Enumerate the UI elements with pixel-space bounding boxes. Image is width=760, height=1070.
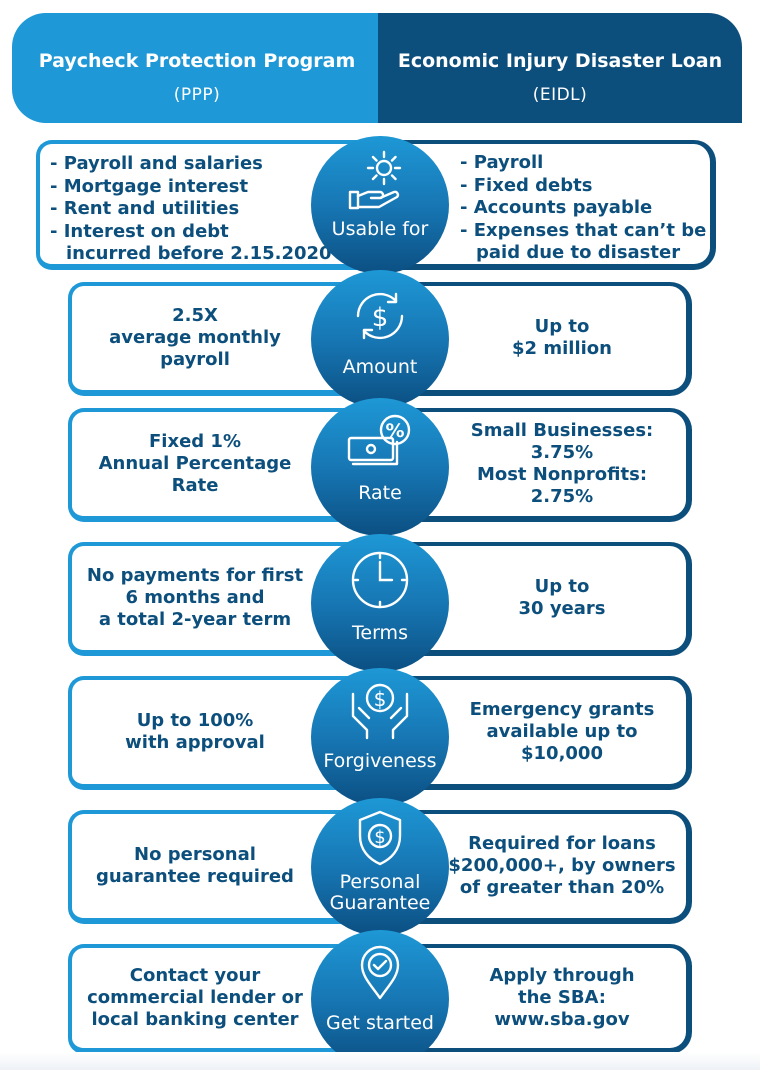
row-rate: Fixed 1% Annual Percentage Rate Small Bu… xyxy=(0,398,760,536)
hand-gear-icon xyxy=(348,150,402,210)
list-item: - Rent and utilities xyxy=(50,198,240,219)
row-personal-guarantee: No personal guarantee required Required … xyxy=(0,798,760,936)
text-line: Annual Percentage xyxy=(98,453,292,474)
ppp-subtitle: (PPP) xyxy=(173,85,221,105)
text-line: Up to xyxy=(534,576,590,597)
list-item: paid due to disaster xyxy=(476,242,681,263)
list-item: - Interest on debt xyxy=(50,220,229,242)
ppp-title: Paycheck Protection Program xyxy=(38,50,356,72)
row-get-started: Contact your commercial lender or local … xyxy=(0,930,760,1068)
text-line: www.sba.gov xyxy=(494,1009,630,1030)
text-line: Up to xyxy=(534,316,590,337)
list-item: - Payroll xyxy=(460,152,544,173)
list-item: - Fixed debts xyxy=(460,174,593,196)
text-line: 6 months and xyxy=(125,587,265,608)
eidl-header: Economic Injury Disaster Loan (EIDL) xyxy=(378,13,742,123)
clock-icon xyxy=(351,551,409,609)
text-line: available up to xyxy=(486,721,638,742)
location-check-icon xyxy=(360,945,400,1000)
text-line: average monthly xyxy=(109,327,281,348)
eidl-subtitle: (EIDL) xyxy=(532,85,588,105)
text-line: Contact your xyxy=(129,965,261,986)
text-line: payroll xyxy=(160,349,230,370)
text-line: $2 million xyxy=(512,338,612,359)
svg-text:$: $ xyxy=(374,687,387,711)
text-line: Small Businesses: xyxy=(470,420,654,441)
text-line: 30 years xyxy=(518,598,606,619)
list-item: - Payroll and salaries xyxy=(50,153,263,174)
text-line: 2.75% xyxy=(530,486,594,507)
list-item: - Expenses that can’t be xyxy=(460,219,707,241)
forgiveness-label: Forgiveness xyxy=(323,750,437,772)
svg-text:%: % xyxy=(385,420,404,442)
eidl-title: Economic Injury Disaster Loan xyxy=(397,50,723,72)
rate-label: Rate xyxy=(358,482,402,504)
text-line: local banking center xyxy=(91,1009,299,1030)
amount-badge: $ Amount xyxy=(311,270,449,408)
list-item: incurred before 2.15.2020 xyxy=(66,243,332,264)
usable-for-label: Usable for xyxy=(331,218,429,240)
text-line: $10,000 xyxy=(521,743,603,764)
text-line: No payments for first xyxy=(86,565,304,586)
label-line: Guarantee xyxy=(329,892,431,914)
shield-dollar-icon: $ xyxy=(358,810,402,866)
text-line: 3.75% xyxy=(530,442,594,463)
text-line: Up to 100% xyxy=(136,710,254,731)
bottom-fade xyxy=(0,1052,760,1070)
text-line: Required for loans xyxy=(468,833,656,854)
personal-guarantee-badge: $ Personal Guarantee xyxy=(311,798,449,936)
svg-text:$: $ xyxy=(374,827,385,848)
text-line: 2.5X xyxy=(172,305,218,326)
svg-text:$: $ xyxy=(372,303,389,333)
personal-guarantee-label: Personal Guarantee xyxy=(311,872,449,914)
text-line: the SBA: xyxy=(517,987,607,1008)
text-line: Most Nonprofits: xyxy=(476,464,648,485)
forgiveness-badge: $ Forgiveness xyxy=(311,668,449,806)
get-started-label: Get started xyxy=(326,1012,434,1034)
amount-label: Amount xyxy=(342,356,418,378)
usable-for-badge: Usable for xyxy=(311,136,449,274)
label-line: Personal xyxy=(339,871,421,893)
text-line: Apply through xyxy=(489,965,635,986)
text-line: Rate xyxy=(171,475,219,496)
text-line: commercial lender or xyxy=(87,987,303,1008)
list-item: - Accounts payable xyxy=(460,197,653,218)
text-line: No personal xyxy=(134,844,256,865)
text-line: guarantee required xyxy=(96,866,294,887)
text-line: Emergency grants xyxy=(469,699,655,720)
ppp-header: Paycheck Protection Program (PPP) xyxy=(12,13,382,123)
text-line: of greater than 20% xyxy=(459,877,665,898)
hands-coin-icon: $ xyxy=(351,683,409,740)
rate-badge: % Rate xyxy=(311,398,449,536)
list-item: - Mortgage interest xyxy=(50,175,249,197)
row-usable-for: - Payroll and salaries - Mortgage intere… xyxy=(0,136,760,274)
row-amount: 2.5X average monthly payroll Up to $2 mi… xyxy=(0,270,760,408)
text-line: $200,000+, by owners xyxy=(448,855,676,876)
text-line: a total 2-year term xyxy=(98,609,292,630)
dollar-cycle-icon: $ xyxy=(356,292,404,340)
text-line: Fixed 1% xyxy=(149,431,241,452)
money-percent-icon: % xyxy=(347,414,411,466)
row-terms: No payments for first 6 months and a tot… xyxy=(0,534,760,672)
get-started-badge: Get started xyxy=(311,930,449,1068)
terms-badge: Terms xyxy=(311,534,449,672)
terms-label: Terms xyxy=(352,622,408,644)
row-forgiveness: Up to 100% with approval Emergency grant… xyxy=(0,668,760,806)
text-line: with approval xyxy=(125,732,265,753)
